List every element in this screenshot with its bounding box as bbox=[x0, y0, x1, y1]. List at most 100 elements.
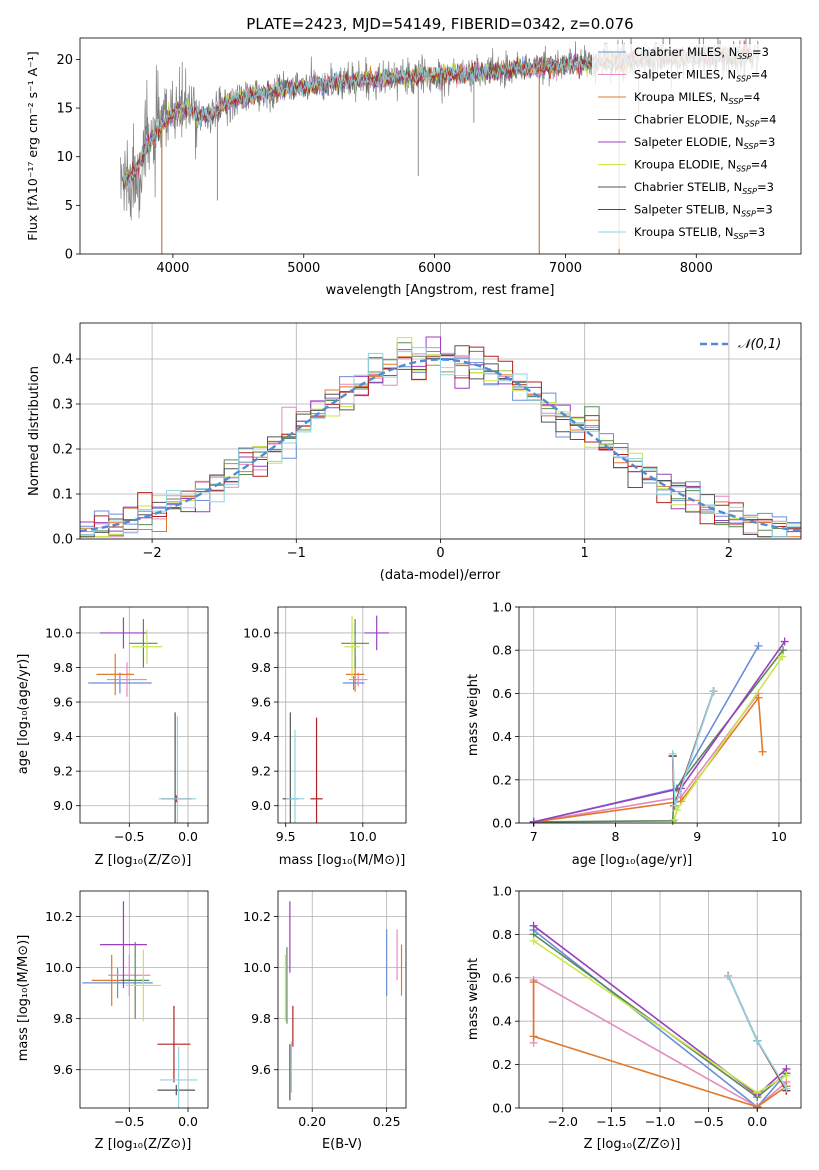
x-tick-label: 0.0 bbox=[178, 829, 198, 844]
y-tick-label: 9.4 bbox=[53, 729, 73, 744]
age-vs-mass-panel: 9.5 10.0 9.0 9.2 9.4 9.6 9.8 10.0 bbox=[243, 606, 407, 844]
y-tick-label: 1.0 bbox=[492, 600, 512, 615]
x-tick-label: 0 bbox=[436, 546, 444, 561]
x-axis-label: E(B-V) bbox=[322, 1137, 362, 1152]
weight-polyline bbox=[533, 695, 764, 823]
y-tick-label: 0.2 bbox=[492, 772, 512, 787]
weight-marker bbox=[779, 646, 788, 655]
y-tick-label: 0.8 bbox=[492, 643, 512, 658]
weight-polyline bbox=[533, 649, 784, 823]
x-tick-label: −0.5 bbox=[693, 1114, 723, 1129]
legend: 𝒩(0,1) bbox=[700, 337, 781, 352]
plot-frame bbox=[277, 890, 407, 1109]
weight-line-salpeter-stelib bbox=[668, 687, 718, 810]
x-tick-label: −1.0 bbox=[645, 1114, 675, 1129]
y-tick-label: 9.8 bbox=[53, 660, 73, 675]
chart-title: PLATE=2423, MJD=54149, FIBERID=0342, z=0… bbox=[246, 15, 633, 33]
weight-line-kroupa-stelib bbox=[724, 971, 791, 1093]
x-tick-label: −0.5 bbox=[114, 829, 144, 844]
y-tick-label: 1.0 bbox=[492, 884, 512, 899]
y-axis-label: Flux [fλ10⁻¹⁷ erg cm⁻² s⁻¹ A⁻¹] bbox=[25, 51, 40, 240]
y-tick-label: 0.1 bbox=[52, 488, 73, 503]
legend-label-chabrier-elodie: Chabrier ELODIE, NSSP=4 bbox=[634, 113, 776, 129]
y-tick-label: 9.6 bbox=[251, 1062, 271, 1077]
weight-marker bbox=[529, 936, 538, 945]
error-bar-kroupa-stelib bbox=[159, 1046, 198, 1108]
y-axis-label: mass weight bbox=[466, 958, 481, 1040]
error-bar-kroupa-stelib bbox=[285, 729, 305, 823]
y-tick-label: 10.0 bbox=[243, 625, 271, 640]
error-bar-salpeter-elodie bbox=[99, 901, 147, 989]
error-bar-salpeter-elodie bbox=[364, 615, 390, 651]
x-tick-label: 9 bbox=[693, 829, 701, 844]
y-axis-label: mass weight bbox=[466, 674, 481, 756]
y-tick-label: 0.4 bbox=[492, 729, 512, 744]
weight-marker bbox=[529, 921, 538, 930]
x-tick-label: 2 bbox=[725, 546, 733, 561]
x-tick-label: 4000 bbox=[156, 261, 189, 276]
legend-label-gaussian: 𝒩(0,1) bbox=[738, 337, 781, 352]
gaussian-curve bbox=[80, 358, 801, 533]
y-tick-label: 0.0 bbox=[492, 816, 512, 831]
weight-marker bbox=[529, 1032, 538, 1041]
mass-vs-extinction-panel: 0.20 0.25 9.6 9.8 10.0 10.2 bbox=[243, 890, 407, 1129]
y-tick-label: 0.3 bbox=[52, 398, 73, 413]
y-tick-label: 9.6 bbox=[53, 695, 73, 710]
error-bar-kroupa-elodie bbox=[344, 615, 360, 678]
weight-marker bbox=[709, 687, 718, 696]
x-tick-label: −2.0 bbox=[548, 1114, 578, 1129]
weight-polyline bbox=[532, 982, 787, 1108]
weight-marker bbox=[754, 641, 763, 650]
y-tick-label: 9.2 bbox=[53, 764, 73, 779]
plot-frame bbox=[277, 606, 407, 824]
x-tick-label: 0.0 bbox=[747, 1114, 767, 1129]
error-bar-salpeter-miles bbox=[108, 954, 151, 996]
weight-polyline bbox=[533, 692, 760, 823]
weight-line-salpeter-elodie bbox=[529, 637, 789, 826]
x-tick-label: −1.5 bbox=[596, 1114, 626, 1129]
weight-marker bbox=[754, 693, 763, 702]
weight-marker bbox=[753, 1088, 762, 1097]
x-tick-label: 9.5 bbox=[276, 829, 296, 844]
weight-marker bbox=[753, 1036, 762, 1045]
legend-label-kroupa-stelib: Kroupa STELIB, NSSP=3 bbox=[634, 225, 765, 241]
weight-marker bbox=[670, 815, 679, 824]
legend-label-salpeter-stelib: Salpeter STELIB, NSSP=3 bbox=[634, 203, 773, 219]
plot-frame bbox=[79, 37, 802, 255]
legend-label-kroupa-elodie: Kroupa ELODIE, NSSP=4 bbox=[634, 158, 768, 174]
x-axis-label: (data-model)/error bbox=[380, 568, 501, 583]
x-tick-label: 7000 bbox=[549, 261, 582, 276]
y-tick-label: 0.6 bbox=[492, 970, 512, 985]
error-bar-chabrier-elodie bbox=[129, 619, 158, 668]
y-tick-label: 9.8 bbox=[251, 1011, 271, 1026]
error-bar-kroupa-elodie bbox=[131, 629, 163, 665]
weight-marker bbox=[778, 652, 787, 661]
x-tick-label: 0.25 bbox=[373, 1114, 401, 1129]
y-tick-label: 10.0 bbox=[45, 960, 73, 975]
y-tick-label: 15 bbox=[56, 102, 73, 117]
y-tick-label: 0.8 bbox=[492, 927, 512, 942]
x-tick-label: 5000 bbox=[287, 261, 320, 276]
y-tick-label: 10.2 bbox=[243, 909, 271, 924]
x-axis-label: mass [log₁₀(M/M⊙)] bbox=[279, 853, 406, 868]
age-vs-metallicity-panel: −0.5 0.0 9.0 9.2 9.4 9.6 9.8 10.0 bbox=[45, 606, 209, 844]
y-axis-label: age [log₁₀(age/yr)] bbox=[16, 654, 31, 775]
mass-vs-metallicity-panel: −0.5 0.0 9.6 9.8 10.0 10.2 bbox=[45, 890, 209, 1129]
weight-line-kroupa-miles bbox=[529, 693, 767, 826]
y-axis-label: mass [log₁₀(M/M⊙)] bbox=[16, 935, 31, 1062]
x-tick-label: −0.5 bbox=[114, 1114, 144, 1129]
error-bar-salpeter-stelib bbox=[157, 1005, 191, 1083]
plot-frame bbox=[79, 890, 209, 1109]
error-bar-salpeter-miles bbox=[107, 662, 147, 697]
error-bar-salpeter-elodie bbox=[99, 617, 147, 649]
y-tick-label: 0 bbox=[65, 248, 73, 263]
x-axis-label: Z [log₁₀(Z/Z⊙)] bbox=[95, 1137, 192, 1152]
weight-vs-age-panel: 7 8 9 10 0.0 0.2 0.4 0.6 0.8 1.0 bbox=[492, 600, 802, 844]
plot-frame bbox=[79, 606, 209, 824]
legend-label-salpeter-miles: Salpeter MILES, NSSP=4 bbox=[634, 68, 768, 84]
y-tick-label: 0.2 bbox=[52, 443, 73, 458]
weight-marker bbox=[668, 749, 677, 758]
x-axis-label: Z [log₁₀(Z/Z⊙)] bbox=[95, 853, 192, 868]
y-tick-label: 9.0 bbox=[251, 798, 271, 813]
